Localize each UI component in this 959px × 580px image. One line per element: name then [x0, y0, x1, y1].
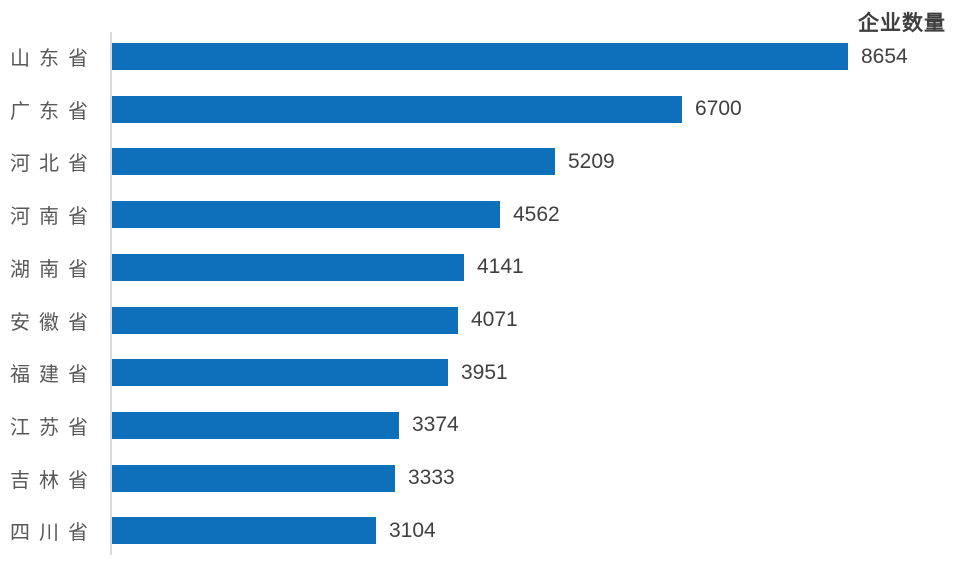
- category-label: 安徽省: [10, 311, 97, 334]
- plot-area: 山东省 8654 广东省 6700 河北省 5209 河南省 4562 湖南省 …: [0, 30, 959, 560]
- category-label: 四川省: [10, 522, 97, 545]
- value-label: 3951: [461, 360, 508, 384]
- bar-row: 安徽省 4071: [0, 294, 959, 347]
- value-label: 3104: [389, 518, 436, 542]
- y-axis-line: [110, 32, 112, 555]
- bar: [112, 411, 399, 439]
- bar-row: 山东省 8654: [0, 30, 959, 83]
- bar-row: 河南省 4562: [0, 188, 959, 241]
- category-label: 吉林省: [10, 469, 97, 492]
- bar: [112, 359, 448, 387]
- bar: [112, 517, 376, 545]
- bar: [112, 43, 848, 70]
- bar: [112, 306, 458, 334]
- category-label: 湖南省: [10, 258, 97, 281]
- bar: [112, 201, 500, 229]
- bar-row: 湖南省 4141: [0, 241, 959, 294]
- value-label: 3374: [412, 413, 459, 437]
- category-label: 山东省: [10, 48, 97, 70]
- value-label: 8654: [861, 44, 908, 68]
- category-label: 广东省: [10, 100, 97, 123]
- bar: [112, 253, 464, 281]
- bar-row: 吉林省 3333: [0, 452, 959, 505]
- category-label: 江苏省: [10, 416, 97, 439]
- value-label: 3333: [408, 466, 455, 490]
- value-label: 5209: [568, 149, 615, 173]
- category-label: 河南省: [10, 206, 97, 229]
- value-label: 6700: [695, 97, 742, 121]
- bar-row: 福建省 3951: [0, 346, 959, 399]
- bar: [112, 464, 395, 492]
- chart-title: 企业数量: [858, 12, 946, 35]
- bar-row: 广东省 6700: [0, 83, 959, 136]
- category-label: 河北省: [10, 153, 97, 176]
- value-label: 4141: [477, 255, 524, 279]
- bar-row: 江苏省 3374: [0, 399, 959, 452]
- bar: [112, 95, 682, 123]
- value-label: 4562: [513, 202, 560, 226]
- value-label: 4071: [471, 308, 518, 331]
- bar-row: 河北省 5209: [0, 135, 959, 188]
- bar: [112, 148, 555, 176]
- category-label: 福建省: [10, 364, 97, 387]
- bar-row: 四川省 3104: [0, 504, 959, 557]
